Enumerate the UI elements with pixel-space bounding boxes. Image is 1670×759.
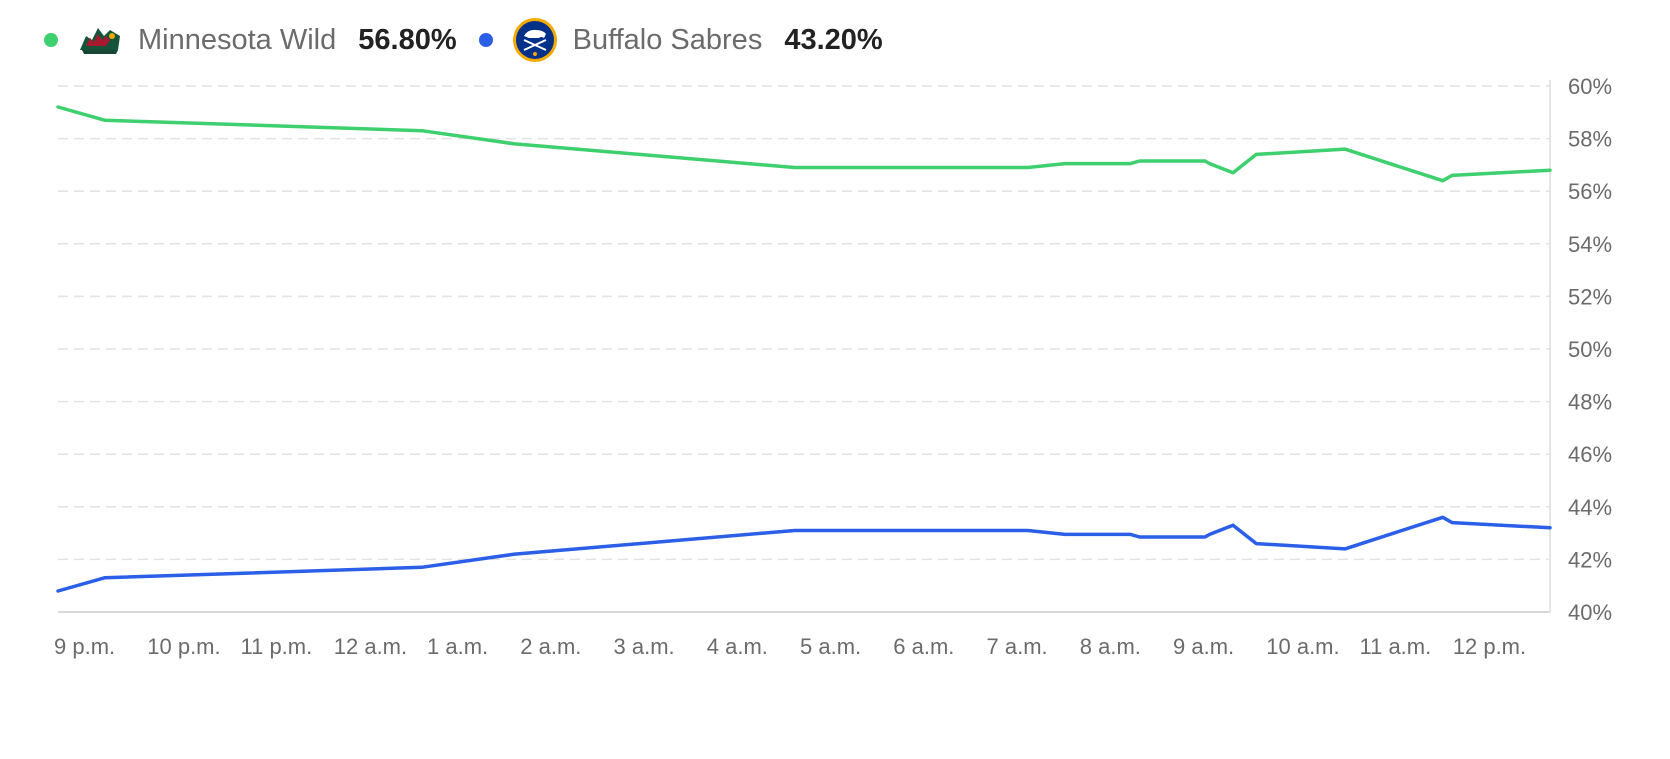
x-tick-label: 12 a.m.	[334, 634, 407, 659]
x-tick-label: 8 a.m.	[1080, 634, 1141, 659]
x-tick-label: 4 a.m.	[707, 634, 768, 659]
series-line-minnesota-wild	[56, 105, 1552, 183]
y-tick-label: 56%	[1568, 179, 1612, 204]
x-tick-label: 9 p.m.	[54, 634, 115, 659]
x-tick-label: 5 a.m.	[800, 634, 861, 659]
x-tick-label: 1 a.m.	[427, 634, 488, 659]
x-tick-label: 10 p.m.	[147, 634, 220, 659]
legend-team-name: Buffalo Sabres	[572, 23, 763, 56]
y-tick-label: 48%	[1568, 390, 1612, 415]
y-tick-label: 44%	[1568, 495, 1612, 520]
y-tick-label: 46%	[1568, 442, 1612, 467]
x-tick-label: 11 p.m.	[241, 634, 313, 659]
legend-dot-minnesota-wild	[44, 33, 58, 47]
legend-item-buffalo-sabres[interactable]: Buffalo Sabres 43.20%	[478, 16, 883, 64]
x-tick-label: 9 a.m.	[1173, 634, 1234, 659]
series-line-buffalo-sabres	[56, 515, 1552, 593]
buffalo-sabres-logo-icon	[511, 16, 559, 64]
y-tick-label: 40%	[1568, 600, 1612, 625]
x-tick-label: 6 a.m.	[893, 634, 954, 659]
y-tick-label: 42%	[1568, 547, 1612, 572]
x-tick-label: 2 a.m.	[520, 634, 581, 659]
x-tick-label: 10 a.m.	[1266, 634, 1339, 659]
x-tick-label: 7 a.m.	[987, 634, 1048, 659]
x-tick-label: 12 p.m.	[1453, 634, 1526, 659]
x-tick-label: 3 a.m.	[614, 634, 675, 659]
legend-dot-buffalo-sabres	[478, 33, 493, 47]
y-tick-label: 50%	[1568, 337, 1612, 362]
legend-team-percentage: 43.20%	[784, 23, 883, 56]
minnesota-wild-logo-icon	[76, 16, 124, 64]
y-tick-label: 60%	[1568, 74, 1612, 99]
legend-team-name: Minnesota Wild	[138, 23, 337, 56]
y-tick-label: 58%	[1568, 127, 1612, 152]
legend-team-percentage: 56.80%	[358, 23, 457, 56]
y-tick-label: 52%	[1568, 284, 1612, 309]
y-tick-label: 54%	[1568, 232, 1612, 257]
legend-item-minnesota-wild[interactable]: Minnesota Wild 56.80%	[44, 16, 457, 64]
x-tick-label: 11 a.m.	[1360, 634, 1432, 659]
chart-legend: Minnesota Wild 56.80% Buffalo Sabres 43.…	[44, 14, 905, 66]
